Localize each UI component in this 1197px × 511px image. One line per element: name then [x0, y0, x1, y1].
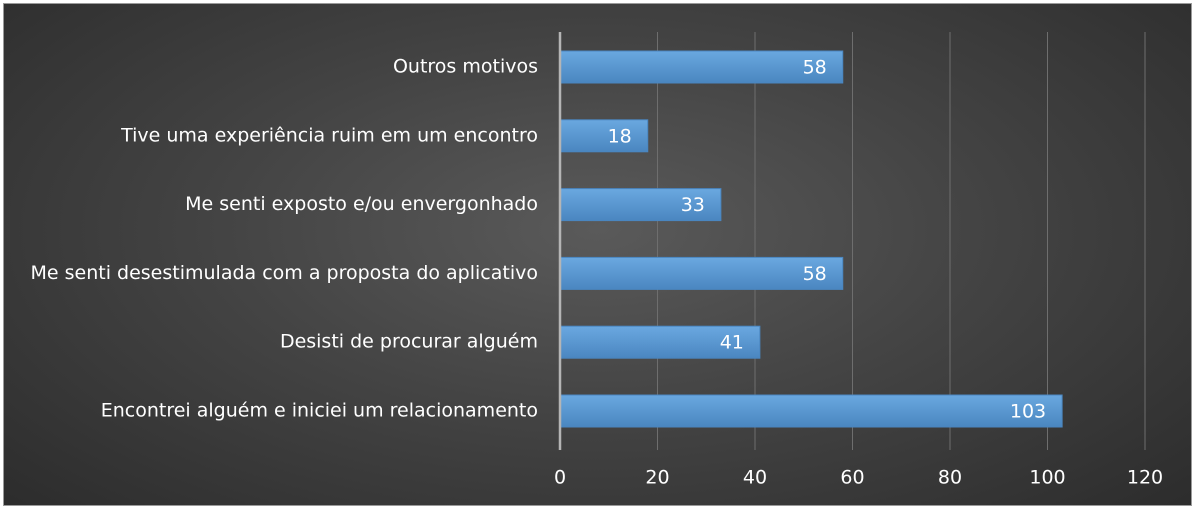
bar [559, 50, 844, 84]
x-tick-label: 20 [645, 467, 669, 489]
bar [559, 188, 722, 222]
data-label: 18 [608, 125, 632, 147]
bar [559, 119, 649, 153]
category-label: Me senti desestimulada com a proposta do… [31, 262, 538, 284]
x-tick-label: 40 [743, 467, 767, 489]
x-tick-label: 120 [1127, 467, 1163, 489]
category-label: Encontrei alguém e iniciei um relacionam… [101, 400, 538, 422]
x-tick-label: 0 [554, 467, 566, 489]
x-tick-label: 60 [840, 467, 864, 489]
data-label: 58 [803, 263, 827, 285]
chart-area: 0 20 40 60 80 100 120 Outros motivos 58 Tive uma … [3, 3, 1192, 506]
gridlines [657, 32, 1146, 450]
data-label: 33 [681, 194, 705, 216]
data-label: 103 [1010, 401, 1046, 423]
x-tick-label: 80 [938, 467, 962, 489]
data-label: 58 [803, 57, 827, 79]
bar [559, 256, 844, 290]
bars [559, 50, 1063, 428]
bar [559, 394, 1063, 428]
category-label: Tive uma experiência ruim em um encontro [120, 124, 538, 146]
x-tick-label: 100 [1029, 467, 1065, 489]
category-label: Me senti exposto e/ou envergonhado [185, 193, 538, 215]
labels: 0 20 40 60 80 100 120 Outros motivos 58 Tive uma … [31, 56, 1164, 489]
bar-chart: 0 20 40 60 80 100 120 Outros motivos 58 Tive uma … [31, 32, 1164, 489]
category-label: Outros motivos [393, 56, 538, 78]
category-label: Desisti de procurar alguém [280, 331, 538, 353]
data-label: 41 [720, 332, 744, 354]
